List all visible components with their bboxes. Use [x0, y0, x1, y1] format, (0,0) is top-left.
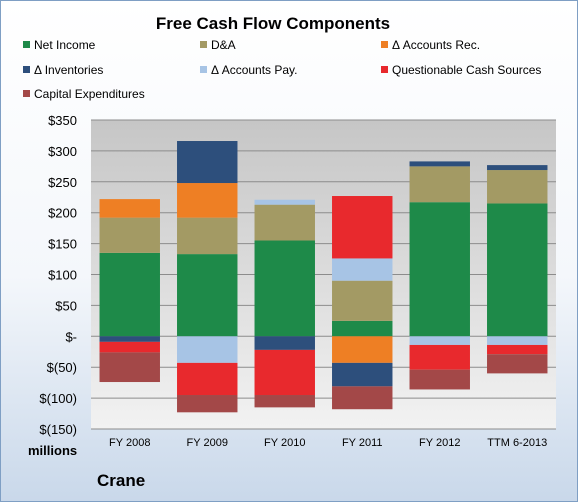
bar-segment	[254, 204, 315, 241]
bar-segment	[332, 280, 393, 321]
legend-label: Questionable Cash Sources	[392, 63, 542, 77]
bar-segment	[177, 336, 238, 363]
bar-segment	[99, 341, 160, 353]
legend-swatch	[381, 41, 388, 49]
x-tick-label: FY 2012	[419, 437, 460, 449]
legend-label: Net Income	[34, 38, 96, 52]
x-tick-label: FY 2009	[187, 437, 228, 449]
legend-label: Δ Inventories	[34, 63, 104, 77]
bar-segment	[409, 336, 470, 345]
bar-segment	[332, 362, 393, 387]
bar-segment	[254, 199, 315, 205]
y-tick-label: $50	[55, 298, 77, 313]
y-tick-label: $200	[48, 206, 77, 221]
legend-swatch	[23, 66, 30, 74]
x-tick-label: FY 2010	[264, 437, 305, 449]
bar-segment	[254, 395, 315, 408]
bar-segment	[254, 336, 315, 350]
bar-segment	[487, 165, 548, 171]
legend-swatch	[200, 66, 207, 74]
legend-swatch	[200, 41, 207, 49]
bar-segment	[487, 354, 548, 374]
bar-segment	[99, 217, 160, 253]
legend-label: Δ Accounts Pay.	[211, 63, 298, 77]
bar-segment	[332, 386, 393, 410]
bar-segment	[177, 183, 238, 218]
bar-segment	[487, 203, 548, 337]
x-tick-label: FY 2011	[342, 437, 383, 449]
bar-segment	[409, 161, 470, 167]
legend-label: Capital Expenditures	[34, 87, 145, 101]
legend-item: Questionable Cash Sources	[381, 63, 541, 77]
bar-segment	[487, 170, 548, 204]
x-tick-label: FY 2008	[109, 437, 150, 449]
bar-segment	[177, 254, 238, 337]
legend-swatch	[381, 66, 388, 74]
bar-segment	[177, 395, 238, 413]
bar-segment	[487, 344, 548, 355]
bar-segment	[99, 336, 160, 342]
company-name: Crane	[97, 471, 146, 490]
legend-item: Δ Inventories	[23, 63, 103, 77]
bar-segment	[332, 196, 393, 259]
legend-swatch	[23, 90, 30, 98]
legend-item: D&A	[200, 38, 236, 52]
y-tick-label: $150	[48, 237, 77, 252]
y-axis-label: millions	[28, 443, 78, 458]
legend-swatch	[23, 41, 30, 49]
chart-title: Free Cash Flow Components	[155, 14, 391, 33]
y-tick-label: $(100)	[39, 391, 77, 406]
legend-label: D&A	[211, 38, 236, 52]
bar-segment	[409, 344, 470, 370]
y-tick-label: $300	[48, 144, 77, 159]
bar-segment	[254, 349, 315, 396]
bar-segment	[332, 320, 393, 337]
bar-segment	[332, 258, 393, 281]
bar-segment	[177, 362, 238, 396]
bar-segment	[332, 336, 393, 363]
y-tick-label: $-	[65, 329, 77, 344]
y-tick-label: $(150)	[39, 422, 77, 437]
y-tick-label: $(50)	[47, 360, 77, 375]
legend-item: Δ Accounts Pay.	[200, 63, 298, 77]
bar-segment	[409, 369, 470, 390]
y-tick-label: $100	[48, 268, 77, 283]
bar-segment	[177, 217, 238, 255]
bar-segment	[409, 202, 470, 337]
bar-segment	[99, 199, 160, 218]
bar-segment	[254, 240, 315, 337]
y-tick-label: $350	[48, 113, 77, 128]
legend-item: Net Income	[23, 38, 95, 52]
legend-item: Δ Accounts Rec.	[381, 38, 480, 52]
bar-segment	[487, 336, 548, 345]
legend-item: Capital Expenditures	[23, 87, 145, 101]
y-tick-label: $250	[48, 175, 77, 190]
legend-label: Δ Accounts Rec.	[392, 38, 481, 52]
bar-segment	[177, 141, 238, 184]
bar-segment	[409, 166, 470, 203]
bar-segment	[99, 252, 160, 337]
bar-segment	[99, 352, 160, 383]
x-tick-label: TTM 6-2013	[487, 437, 547, 449]
